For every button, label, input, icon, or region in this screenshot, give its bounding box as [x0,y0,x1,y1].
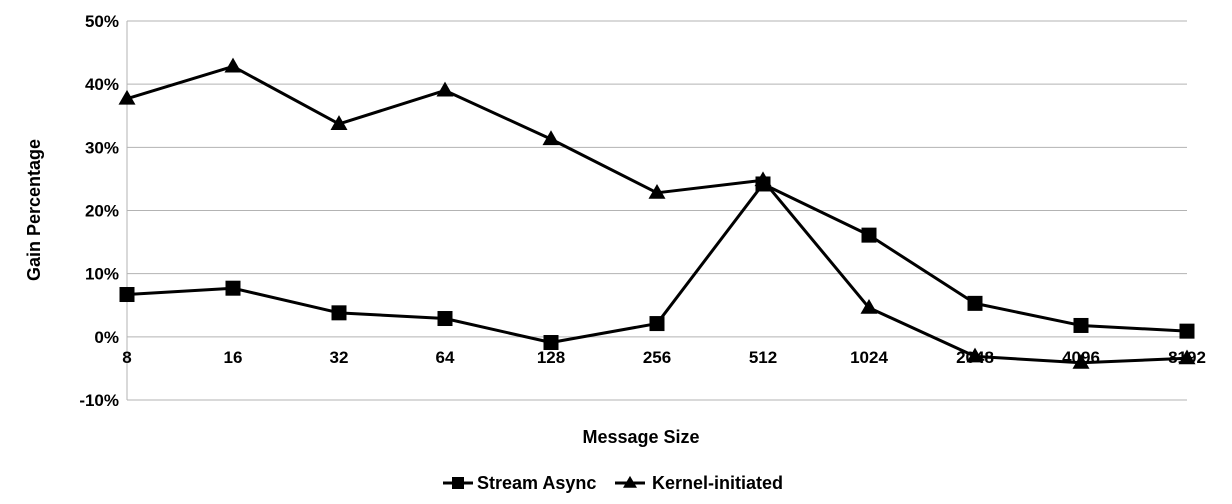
x-tick-label: 16 [224,348,243,367]
data-point-square [1179,323,1195,339]
data-point-square [861,227,877,243]
series-kernel-initiated [118,57,1196,369]
legend-entry: Kernel-initiated [615,473,783,493]
data-point-triangle [1178,349,1196,365]
series-stream-async [119,176,1195,351]
x-tick-label: 64 [436,348,455,367]
y-axis-ticks: -10% 0% 10% 20% 30% 40% 50% [79,12,119,410]
x-axis-title: Message Size [582,427,699,447]
data-point-triangle [754,171,772,187]
x-tick-label: 256 [643,348,671,367]
series-layer [118,57,1196,369]
x-tick-label: 8 [122,348,131,367]
data-point-triangle [648,183,666,199]
data-point-square [967,295,983,311]
legend-entry: Stream Async [443,473,596,493]
data-point-triangle [860,298,878,314]
data-point-square [437,311,453,327]
y-tick-label: 30% [85,138,119,157]
y-tick-label: 20% [85,202,119,221]
legend-label: Kernel-initiated [652,473,783,493]
data-point-square [331,305,347,321]
data-point-triangle [330,115,348,130]
y-tick-label: 50% [85,12,119,31]
x-axis-ticks: 81632641282565121024204840968192 [122,348,1206,367]
y-tick-label: 10% [85,265,119,284]
data-point-square [1073,317,1089,333]
legend: Stream Async Kernel-initiated [443,473,783,493]
data-point-triangle [542,130,560,146]
x-tick-label: 1024 [850,348,888,367]
y-tick-label: 40% [85,75,119,94]
data-point-square [543,335,559,351]
data-point-triangle [436,81,454,97]
legend-label: Stream Async [477,473,596,493]
data-point-square [649,316,665,332]
data-point-square [225,280,241,296]
gridlines [126,20,1187,401]
data-point-triangle [118,89,136,105]
legend-marker-square [452,477,464,489]
x-tick-label: 128 [537,348,565,367]
y-axis-title: Gain Percentage [24,139,44,281]
legend-marker-triangle [623,475,637,488]
y-tick-label: 0% [94,328,119,347]
data-point-triangle [224,57,242,73]
y-tick-label: -10% [79,391,119,410]
data-point-triangle [1072,353,1090,369]
data-point-square [119,287,135,303]
x-tick-label: 512 [749,348,777,367]
x-tick-label: 32 [330,348,349,367]
data-point-triangle [966,347,984,363]
